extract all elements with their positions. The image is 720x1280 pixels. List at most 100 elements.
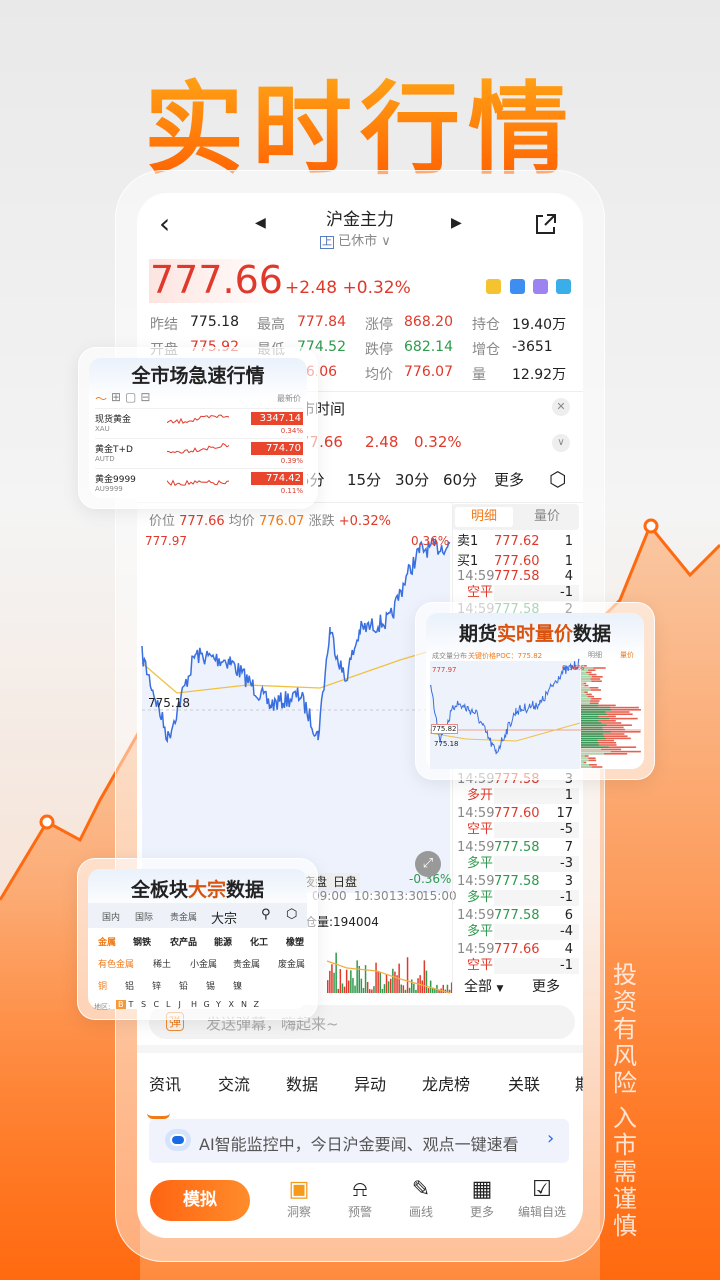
region-letter[interactable]: B (116, 1000, 126, 1009)
settings-icon[interactable]: ⬡ (549, 467, 567, 491)
card-market-overview: 全市场急速行情 〜 ⊞▢⊟ 最新价 现货黄金 XAU 3347.14 0.34% 黄金T… (78, 347, 318, 509)
intraday-chart[interactable] (137, 193, 583, 1238)
region-letter[interactable]: H (191, 1000, 198, 1009)
volume-profile-bar (581, 704, 616, 707)
filter-all-dropdown[interactable]: 全部 ▼ (464, 976, 503, 996)
content-tab[interactable]: 关联 (508, 1075, 541, 1094)
analysis-tool-icon[interactable] (556, 279, 571, 294)
subcategory[interactable]: 贵金属 (233, 960, 261, 970)
metal-item[interactable]: 铜 (98, 982, 108, 992)
metal-item[interactable]: 铅 (179, 982, 189, 992)
region-letter[interactable]: Y (216, 1000, 221, 1009)
sector-tab[interactable]: 大宗 (211, 912, 238, 927)
toolbar-item-2[interactable]: ✎ 画线 (403, 1177, 439, 1220)
metal-item[interactable]: 镍 (233, 982, 243, 992)
search-tool-icon[interactable] (486, 279, 501, 294)
next-contract-icon[interactable]: ▶ (451, 215, 462, 231)
back-icon[interactable]: ‹ (159, 207, 171, 240)
tab-detail[interactable]: 明细 (588, 651, 602, 659)
sector-tab[interactable]: 国内 (102, 913, 121, 923)
volume-profile-bar (581, 728, 603, 731)
period-tab[interactable]: 30分 (395, 471, 430, 489)
toolbar-item-3[interactable]: ▦ 更多 (464, 1177, 500, 1220)
content-tab[interactable]: 数据 (286, 1075, 319, 1094)
metal-item[interactable]: 锌 (152, 982, 162, 992)
idea-tool-icon[interactable] (533, 279, 548, 294)
content-tab[interactable]: 资讯 (149, 1075, 182, 1094)
price-line (429, 658, 580, 755)
fullscreen-icon[interactable]: ⤢ (415, 851, 441, 877)
region-letter[interactable]: N (241, 1000, 247, 1009)
stat-label: 跌停 (365, 342, 393, 358)
close-notice-icon[interactable]: ✕ (552, 398, 570, 416)
toolbar-item-0[interactable]: ▣ 洞察 (281, 1177, 317, 1220)
region-letter[interactable]: S (141, 1000, 147, 1009)
share-icon[interactable] (534, 212, 558, 236)
tab-detail[interactable]: 明细 (455, 507, 513, 527)
prev-contract-icon[interactable]: ◀ (255, 215, 266, 231)
tab-day-session[interactable]: 日盘 (330, 873, 361, 890)
subcategory[interactable]: 稀土 (153, 960, 172, 970)
line-view-icon[interactable]: 〜 (95, 392, 108, 406)
content-tab[interactable]: 期 (575, 1071, 583, 1095)
card-futures-volume-price: 期货实时量价数据 成交量分布 关键价格POC：775.82 明细 量价 777.… (415, 602, 655, 780)
volume-profile-bar (581, 737, 606, 740)
price-highlight (149, 259, 279, 303)
view-mode-icons[interactable]: ⊞▢⊟ (111, 390, 155, 404)
price-box: 774.70 (251, 442, 303, 455)
sector-tab[interactable]: 贵金属 (170, 913, 198, 923)
region-letter[interactable]: L (166, 1000, 171, 1009)
content-tab[interactable]: 交流 (218, 1075, 251, 1094)
toolbar-item-4[interactable]: ☑ 编辑自选 (515, 1177, 569, 1220)
volume-profile-bar (581, 669, 589, 671)
market-row[interactable]: 黄金T+D AUTD 774.70 0.39% (95, 438, 303, 468)
category[interactable]: 钢铁 (133, 938, 152, 948)
period-tab[interactable]: 15分 (347, 471, 382, 489)
content-tab[interactable]: 异动 (354, 1075, 387, 1094)
category[interactable]: 化工 (250, 938, 269, 948)
content-tab[interactable]: 龙虎榜 (422, 1075, 471, 1094)
tab-volume-price[interactable]: 量价 (533, 509, 560, 524)
settings-icon[interactable]: ⬡ (286, 907, 298, 922)
market-status[interactable]: 上 已休市 ∨ (320, 230, 391, 249)
search-icon[interactable]: ⚲ (261, 907, 271, 922)
region-letter[interactable]: G (203, 1000, 210, 1009)
subcategory[interactable]: 小金属 (190, 960, 218, 970)
region-letter[interactable]: T (128, 1000, 134, 1009)
category[interactable]: 金属 (98, 938, 117, 948)
region-letter[interactable]: Z (253, 1000, 259, 1009)
expand-icon[interactable]: ∨ (552, 434, 570, 452)
volume-profile-bar (581, 711, 630, 713)
region-letter[interactable]: X (228, 1000, 234, 1009)
metal-item[interactable]: 锡 (206, 982, 216, 992)
category[interactable]: 农产品 (170, 938, 198, 948)
region-letter[interactable]: J (178, 1000, 181, 1009)
market-row[interactable]: 现货黄金 XAU 3347.14 0.34% (95, 408, 303, 438)
category[interactable]: 橡塑 (286, 938, 305, 948)
card-title: 全市场急速行情 (131, 365, 265, 387)
ai-banner-text: AI智能监控中，今日沪金要闻、观点一键速看 (199, 1135, 519, 1154)
metal-item[interactable]: 铝 (125, 982, 135, 992)
subcategory[interactable]: 有色金属 (98, 960, 135, 970)
volume-profile-bar (581, 720, 599, 722)
market-row[interactable]: 黄金9999 AU9999 774.42 0.11% (95, 468, 303, 498)
subcategory[interactable]: 废金属 (278, 960, 306, 970)
period-tab[interactable]: 60分 (443, 471, 478, 489)
pct-change: 0.39% (280, 457, 303, 465)
sector-tab[interactable]: 国际 (135, 913, 154, 923)
trade-volume: 3 (564, 874, 573, 889)
toolbar-item-1[interactable]: ⍾ 预警 (342, 1177, 378, 1220)
last-price: 777.66 (150, 258, 283, 302)
trade-type: 空平 (467, 822, 494, 837)
volume-profile-bar (581, 722, 602, 724)
simulate-button[interactable]: 模拟 (150, 1180, 250, 1221)
tab-volume-price[interactable]: 量价 (620, 651, 634, 659)
region-letter[interactable]: C (153, 1000, 160, 1009)
volume-profile-bar (581, 755, 585, 757)
volume-bar (411, 979, 413, 993)
category[interactable]: 能源 (214, 938, 233, 948)
period-tab[interactable]: 更多 (494, 471, 525, 489)
more-trades-button[interactable]: 更多 (532, 979, 560, 995)
ai-banner[interactable]: AI智能监控中，今日沪金要闻、观点一键速看 › (149, 1119, 569, 1163)
chart-tool-icon[interactable] (510, 279, 525, 294)
